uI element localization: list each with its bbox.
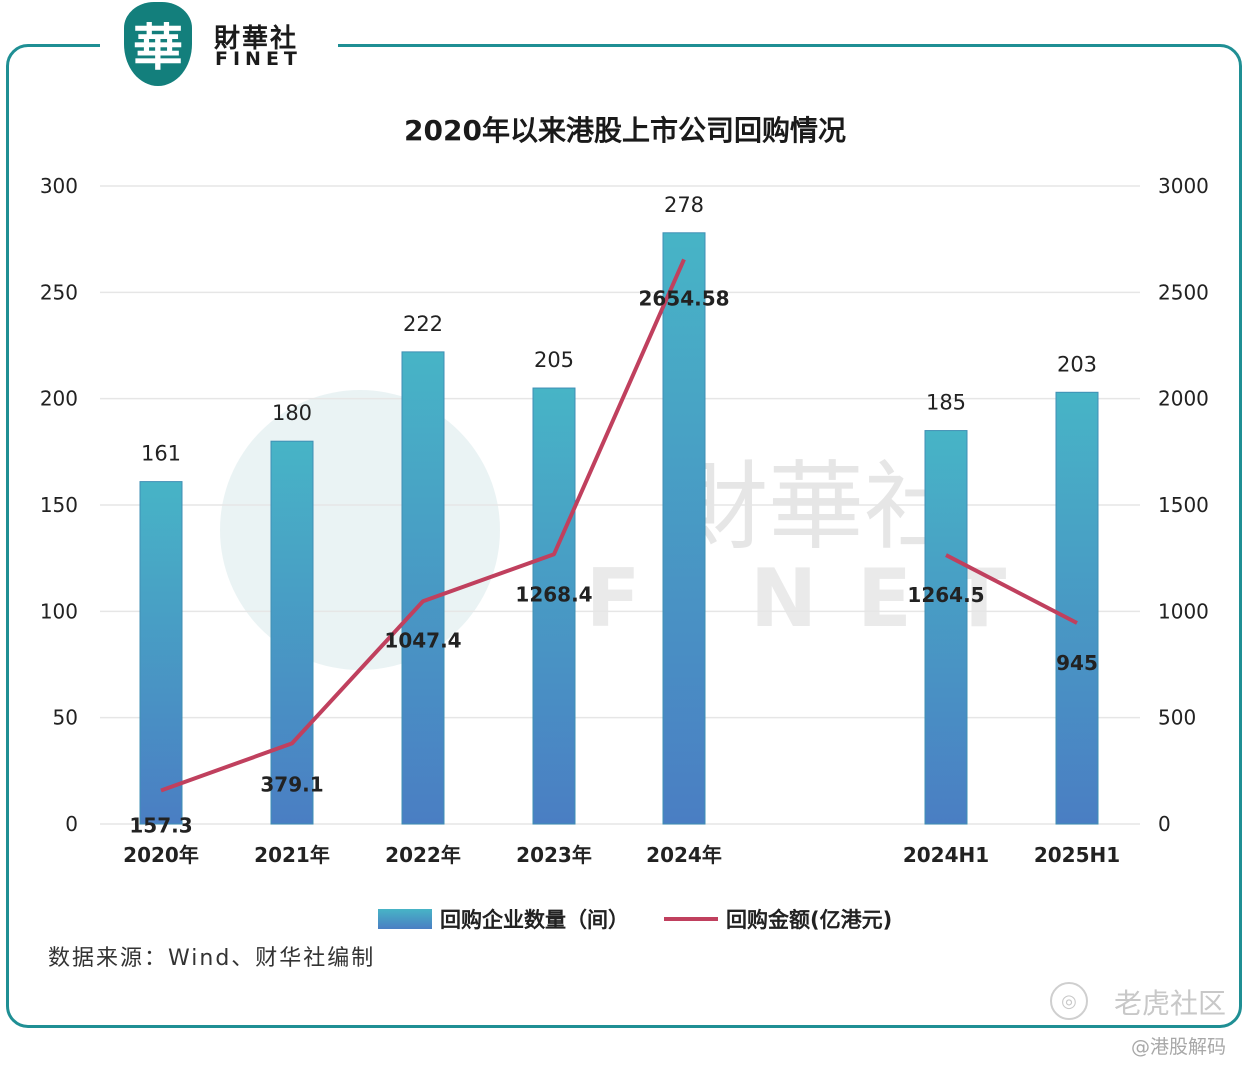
- x-tick-label: 2024H1: [903, 843, 989, 867]
- y-right-tick-label: 2500: [1158, 280, 1209, 304]
- bar-value-label: 161: [141, 442, 181, 466]
- bar-value-label: 203: [1057, 352, 1097, 376]
- source-note: 数据来源：Wind、财华社编制: [48, 946, 376, 971]
- line-value-label: 1268.4: [515, 582, 592, 606]
- bar-2022年: [401, 351, 445, 825]
- y-right-tick-label: 1500: [1158, 493, 1209, 517]
- bar-2023年: [532, 387, 576, 825]
- y-left-tick-label: 200: [40, 387, 78, 411]
- line-value-label: 2654.58: [638, 286, 729, 310]
- logo-name-en: FINET: [215, 48, 302, 70]
- corner-watermark-sub: @港股解码: [1130, 1036, 1226, 1058]
- bar-value-label: 278: [664, 193, 704, 217]
- line-value-label: 1047.4: [384, 628, 461, 652]
- bar-2024H1: [924, 430, 968, 825]
- x-tick-label: 2024年: [646, 843, 722, 867]
- finet-seal-logo: 華: [124, 2, 192, 86]
- x-tick-label: 2020年: [123, 843, 199, 867]
- amount-line: [160, 258, 686, 793]
- bar-2025H1: [1055, 391, 1099, 825]
- bar-2024年: [662, 232, 706, 825]
- bar-value-label: 222: [403, 312, 443, 336]
- y-left-tick-label: 250: [40, 280, 78, 304]
- y-left-tick-label: 50: [53, 706, 78, 730]
- bar-value-label: 205: [534, 348, 574, 372]
- y-right-tick-label: 500: [1158, 706, 1196, 730]
- legend: 回购企业数量（间） 回购金额(亿港元): [378, 908, 892, 932]
- line-value-label: 1264.5: [907, 583, 984, 607]
- x-tick-label: 2025H1: [1034, 843, 1120, 867]
- chart-frame: [6, 44, 1242, 1028]
- y-right-tick-label: 1000: [1158, 599, 1209, 623]
- logo-name-cn: 財華社: [214, 24, 299, 54]
- y-left-tick-label: 0: [65, 812, 78, 836]
- y-right-tick-label: 3000: [1158, 174, 1209, 198]
- chart-title: 2020年以来港股上市公司回购情况: [404, 114, 846, 147]
- corner-watermark-name: 老虎社区: [1113, 987, 1226, 1020]
- y-left-tick-label: 150: [40, 493, 78, 517]
- line-value-label: 945: [1056, 651, 1098, 675]
- legend-bar-label: 回购企业数量（间）: [440, 908, 629, 932]
- legend-bar-swatch: [378, 909, 432, 929]
- background-watermark: 財華社 FINET: [220, 390, 1006, 670]
- x-tick-label: 2022年: [385, 843, 461, 867]
- y-right-tick-label: 0: [1158, 812, 1171, 836]
- line-value-label: 157.3: [129, 814, 192, 838]
- bar-value-label: 180: [272, 401, 312, 425]
- x-tick-label: 2021年: [254, 843, 330, 867]
- legend-line-label: 回购金额(亿港元): [726, 908, 892, 932]
- line-value-label: 379.1: [260, 772, 323, 796]
- bar-2020年: [139, 481, 183, 825]
- bar-value-label: 185: [926, 391, 966, 415]
- y-left-tick-label: 100: [40, 599, 78, 623]
- bar-2021年: [270, 440, 314, 825]
- y-left-tick-label: 300: [40, 174, 78, 198]
- watermark-cn: 財華社: [672, 451, 960, 563]
- x-tick-label: 2023年: [516, 843, 592, 867]
- y-right-tick-label: 2000: [1158, 387, 1209, 411]
- amount-line: [945, 553, 1078, 625]
- tiger-community-logo-icon: ◎: [1050, 982, 1088, 1020]
